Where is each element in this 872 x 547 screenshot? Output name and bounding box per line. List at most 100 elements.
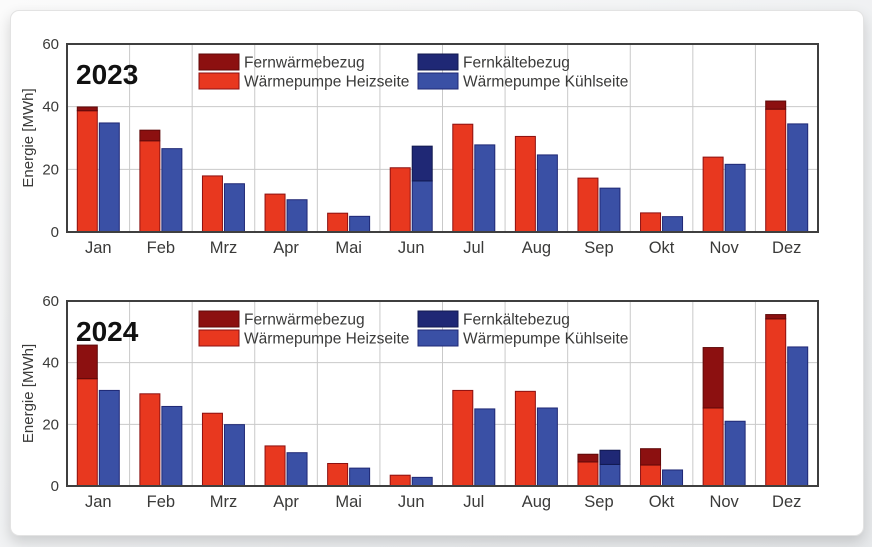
legend-swatch bbox=[417, 72, 459, 90]
month-tick-label: Mai bbox=[335, 239, 362, 257]
legend-swatch bbox=[198, 310, 240, 328]
bar-segment bbox=[327, 212, 349, 233]
y-tick-label: 0 bbox=[51, 478, 59, 495]
bar-segment bbox=[599, 187, 621, 233]
bar-segment bbox=[724, 163, 746, 233]
bar-segment bbox=[765, 100, 787, 110]
bar-segment bbox=[76, 378, 98, 487]
bar-segment bbox=[411, 145, 433, 182]
y-tick-label: 0 bbox=[51, 224, 59, 241]
plot-frame bbox=[66, 300, 819, 487]
legend-label: Fernwärmebezug bbox=[244, 55, 365, 72]
bar-segment bbox=[452, 389, 474, 487]
bar-segment bbox=[264, 445, 286, 487]
bar-segment bbox=[76, 110, 98, 233]
month-tick-label: Feb bbox=[147, 239, 175, 257]
month-tick-label: Nov bbox=[709, 239, 739, 257]
bar-segment bbox=[702, 347, 724, 409]
month-tick-label: Dez bbox=[772, 239, 801, 257]
year-label: 2024 bbox=[76, 316, 139, 347]
month-tick-label: Aug bbox=[522, 493, 551, 511]
bar-segment bbox=[577, 453, 599, 463]
bar-segment bbox=[474, 144, 496, 233]
month-tick-label: Feb bbox=[147, 493, 175, 511]
month-tick-label: Okt bbox=[649, 239, 675, 257]
y-tick-label: 20 bbox=[42, 161, 59, 178]
bar-segment bbox=[201, 412, 223, 487]
month-tick-label: Jan bbox=[85, 239, 112, 257]
legend-label: Fernwärmebezug bbox=[244, 312, 365, 329]
month-tick-label: Mrz bbox=[210, 493, 238, 511]
month-tick-label: Mai bbox=[335, 493, 362, 511]
y-tick-label: 20 bbox=[42, 416, 59, 433]
month-tick-label: Apr bbox=[273, 493, 299, 511]
bar-segment bbox=[599, 463, 621, 487]
month-tick-label: Apr bbox=[273, 239, 299, 257]
bar-segment bbox=[474, 408, 496, 487]
y-tick-label: 40 bbox=[42, 355, 59, 372]
chart-card: Jan Feb Mrz Apr Mai Jun Jul Aug Sep Okt Nov Dez 0 20 4… bbox=[10, 10, 864, 536]
bar-segment bbox=[389, 474, 411, 487]
bar-segment bbox=[411, 180, 433, 233]
legend-label: Fernkältebezug bbox=[463, 312, 570, 329]
bar-segment bbox=[640, 464, 662, 487]
bar-segment bbox=[787, 346, 809, 487]
month-tick-label: Jul bbox=[463, 239, 484, 257]
bar-segment bbox=[327, 462, 349, 487]
bar-segment bbox=[98, 389, 120, 487]
bar-segment bbox=[286, 452, 308, 487]
bar-segment bbox=[411, 476, 433, 487]
bar-segment bbox=[702, 156, 724, 233]
month-tick-label: Mrz bbox=[210, 239, 238, 257]
bar-segment bbox=[577, 461, 599, 487]
bar-segment bbox=[640, 448, 662, 466]
bar-segment bbox=[389, 167, 411, 233]
bar-segment bbox=[536, 407, 558, 487]
legend-swatch bbox=[198, 329, 240, 347]
y-tick-label: 60 bbox=[42, 36, 59, 53]
bar-segment bbox=[139, 140, 161, 233]
bar-segment bbox=[702, 407, 724, 487]
bar-segment bbox=[514, 135, 536, 233]
bar-segment bbox=[161, 148, 183, 233]
bar-segment bbox=[724, 420, 746, 487]
bar-segment bbox=[286, 199, 308, 233]
legend-label: Wärmepumpe Heizseite bbox=[244, 74, 409, 91]
bar-segment bbox=[349, 467, 371, 487]
bar-segment bbox=[264, 193, 286, 233]
bar-segment bbox=[662, 216, 684, 233]
legend-label: Wärmepumpe Kühlseite bbox=[463, 74, 628, 91]
month-tick-label: Jul bbox=[463, 493, 484, 511]
bar-segment bbox=[201, 175, 223, 233]
legend-label: Wärmepumpe Heizseite bbox=[244, 331, 409, 348]
bar-segment bbox=[765, 314, 787, 320]
bar-segment bbox=[662, 469, 684, 487]
bar-segment bbox=[76, 344, 98, 380]
bar-segment bbox=[161, 405, 183, 487]
bar-segment bbox=[765, 318, 787, 487]
year-label: 2023 bbox=[76, 59, 138, 90]
legend-label: Fernkältebezug bbox=[463, 55, 570, 72]
bar-segment bbox=[536, 154, 558, 233]
legend-swatch bbox=[417, 329, 459, 347]
month-tick-label: Dez bbox=[772, 493, 801, 511]
bar-segment bbox=[577, 177, 599, 233]
month-tick-label: Jan bbox=[85, 493, 112, 511]
energy-charts-figure: Jan Feb Mrz Apr Mai Jun Jul Aug Sep Okt Nov Dez 0 20 4… bbox=[20, 36, 819, 511]
y-axis-title: Energie [MWh] bbox=[20, 88, 37, 187]
bar-segment bbox=[765, 108, 787, 233]
month-tick-label: Sep bbox=[584, 239, 613, 257]
legend-swatch bbox=[417, 310, 459, 328]
month-tick-label: Nov bbox=[709, 493, 739, 511]
legend-swatch bbox=[198, 72, 240, 90]
y-tick-label: 60 bbox=[42, 293, 59, 310]
y-axis-title: Energie [MWh] bbox=[20, 344, 37, 443]
month-tick-label: Sep bbox=[584, 493, 613, 511]
bar-segment bbox=[640, 212, 662, 233]
month-tick-label: Jun bbox=[398, 493, 425, 511]
bar-segment bbox=[223, 424, 245, 487]
legend-swatch bbox=[417, 53, 459, 71]
bar-segment bbox=[787, 123, 809, 233]
month-tick-label: Okt bbox=[649, 493, 675, 511]
bar-segment bbox=[139, 393, 161, 487]
